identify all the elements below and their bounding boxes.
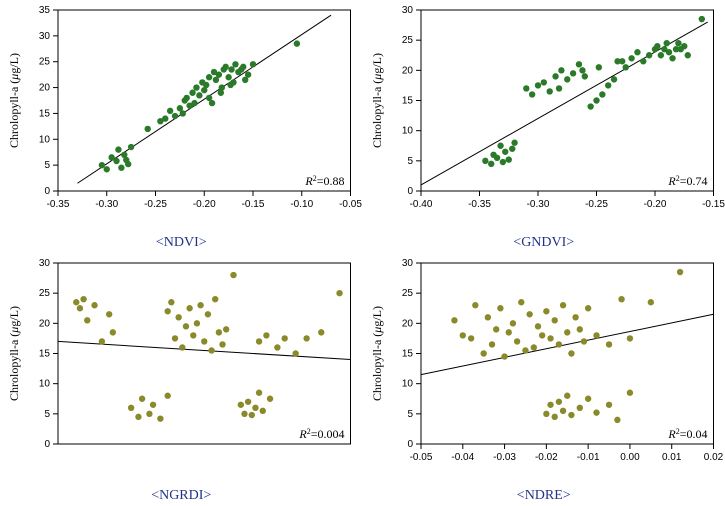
svg-text:15: 15 <box>39 108 51 119</box>
svg-text:10: 10 <box>39 134 51 145</box>
scatter-gndvi: 0 5 10 15 20 25 30 -0.40 -0.35 -0.30 -0.25 -0.20 -0.… <box>363 0 725 233</box>
svg-text:Chrolopyll-a (μg/L): Chrolopyll-a (μg/L) <box>7 53 21 148</box>
svg-text:5: 5 <box>44 160 50 171</box>
xlabel-gndvi: <GNDVI> <box>363 235 725 251</box>
svg-text:10: 10 <box>401 126 413 137</box>
svg-text:15: 15 <box>401 349 413 360</box>
svg-text:20: 20 <box>39 318 51 329</box>
svg-text:25: 25 <box>401 35 413 46</box>
svg-text:20: 20 <box>401 65 413 76</box>
svg-text:R2=0.74: R2=0.74 <box>667 174 707 189</box>
svg-text:35: 35 <box>39 5 51 16</box>
svg-text:25: 25 <box>39 288 51 299</box>
svg-text:R2=0.04: R2=0.04 <box>667 427 707 442</box>
scatter-ndre: 0 5 10 15 20 25 30 -0.05 -0.04 -0.03 -0.02 -0.01 0.0… <box>363 253 725 486</box>
svg-text:-0.30: -0.30 <box>95 199 118 210</box>
svg-text:-0.02: -0.02 <box>534 452 557 463</box>
svg-text:-0.20: -0.20 <box>643 199 666 210</box>
svg-text:30: 30 <box>401 258 413 269</box>
svg-text:Chrolopyll-a (μg/L): Chrolopyll-a (μg/L) <box>7 306 21 401</box>
svg-text:-0.15: -0.15 <box>702 199 725 210</box>
svg-text:5: 5 <box>407 409 413 420</box>
svg-text:Chrolopyll-a (μg/L): Chrolopyll-a (μg/L) <box>370 53 384 148</box>
xlabel-ndre: <NDRE> <box>363 488 725 504</box>
svg-text:0.02: 0.02 <box>703 452 723 463</box>
xlabel-ngrdi: <NGRDI> <box>0 488 363 504</box>
svg-text:-0.10: -0.10 <box>290 199 313 210</box>
svg-text:15: 15 <box>401 96 413 107</box>
svg-text:5: 5 <box>44 409 50 420</box>
svg-text:0: 0 <box>44 439 50 450</box>
svg-text:30: 30 <box>39 31 51 42</box>
svg-text:0: 0 <box>407 186 413 197</box>
svg-text:-0.25: -0.25 <box>585 199 608 210</box>
svg-text:15: 15 <box>39 349 51 360</box>
scatter-ndvi: 0 5 10 15 20 25 30 35 -0.35 -0.30 -0.25 -0.20 -0.15 -… <box>0 0 363 233</box>
svg-text:0.00: 0.00 <box>620 452 640 463</box>
svg-text:-0.05: -0.05 <box>409 452 432 463</box>
svg-text:20: 20 <box>401 318 413 329</box>
svg-text:-0.03: -0.03 <box>493 452 516 463</box>
svg-text:R2=0.004: R2=0.004 <box>298 427 344 442</box>
svg-text:10: 10 <box>401 379 413 390</box>
panel-ngrdi: 051015202530Chrolopyll-a (μg/L)R2=0.004 … <box>0 253 363 506</box>
svg-text:-0.05: -0.05 <box>339 199 362 210</box>
svg-text:-0.40: -0.40 <box>409 199 432 210</box>
panel-ndvi: 0 5 10 15 20 25 30 35 -0.35 -0.30 -0.25 -0.20 -0.15 -… <box>0 0 363 253</box>
svg-text:-0.20: -0.20 <box>193 199 216 210</box>
svg-text:-0.35: -0.35 <box>47 199 70 210</box>
svg-text:-0.15: -0.15 <box>242 199 265 210</box>
svg-text:30: 30 <box>39 258 51 269</box>
svg-text:-0.01: -0.01 <box>576 452 599 463</box>
svg-text:0: 0 <box>44 186 50 197</box>
svg-text:5: 5 <box>407 156 413 167</box>
svg-text:10: 10 <box>39 379 51 390</box>
panel-gndvi: 0 5 10 15 20 25 30 -0.40 -0.35 -0.30 -0.25 -0.20 -0.… <box>363 0 725 253</box>
svg-text:-0.35: -0.35 <box>468 199 491 210</box>
svg-text:Chrolopyll-a (μg/L): Chrolopyll-a (μg/L) <box>370 306 384 401</box>
chart-grid: 0 5 10 15 20 25 30 35 -0.35 -0.30 -0.25 -0.20 -0.15 -… <box>0 0 725 506</box>
svg-text:25: 25 <box>401 288 413 299</box>
svg-text:25: 25 <box>39 57 51 68</box>
svg-text:30: 30 <box>401 5 413 16</box>
svg-text:R2=0.88: R2=0.88 <box>304 174 344 189</box>
svg-text:-0.04: -0.04 <box>451 452 474 463</box>
xlabel-ndvi: <NDVI> <box>0 235 363 251</box>
svg-text:-0.30: -0.30 <box>526 199 549 210</box>
svg-text:0: 0 <box>407 439 413 450</box>
svg-text:20: 20 <box>39 83 51 94</box>
svg-text:-0.25: -0.25 <box>144 199 167 210</box>
scatter-ngrdi: 0 5 10 15 20 25 30 Chrolopyll-a (μg/L) R2=0.004 <box>0 253 363 486</box>
svg-text:0.01: 0.01 <box>661 452 681 463</box>
panel-ndre: 0 5 10 15 20 25 30 -0.05 -0.04 -0.03 -0.02 -0.01 0.0… <box>363 253 725 506</box>
